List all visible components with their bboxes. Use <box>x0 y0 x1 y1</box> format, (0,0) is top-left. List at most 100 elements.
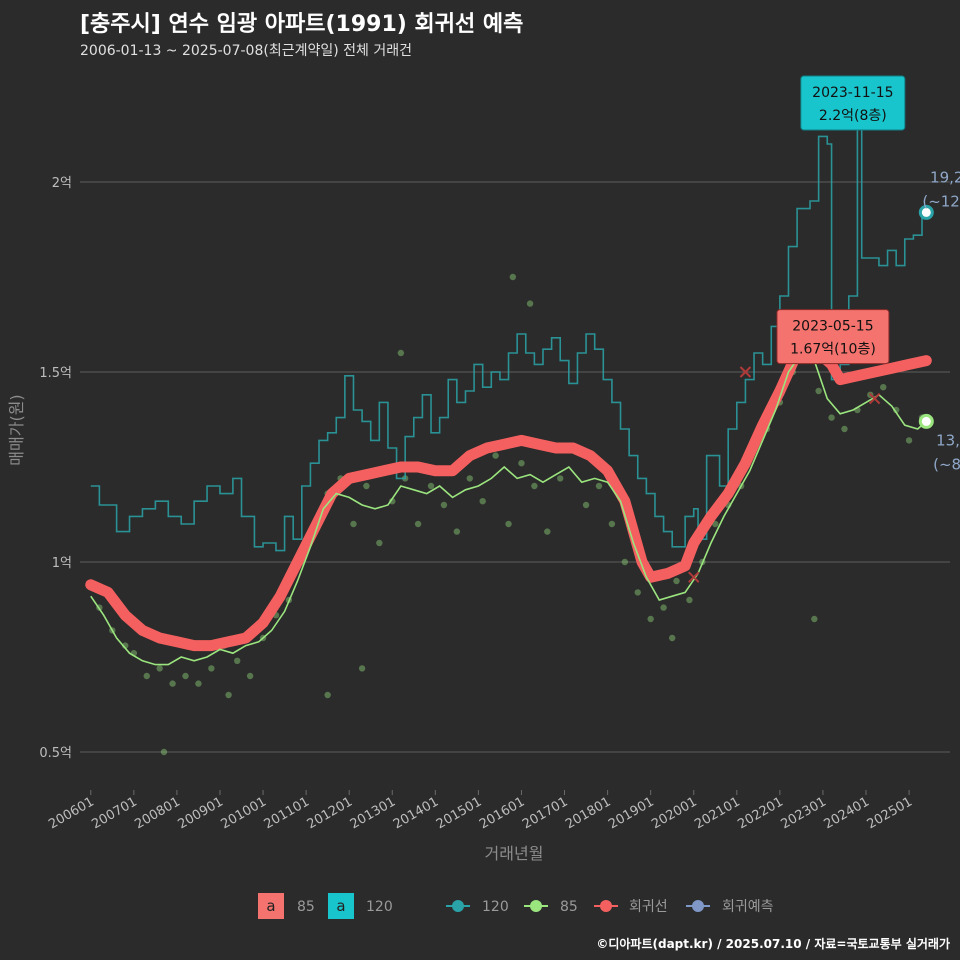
callout-85-box <box>776 309 890 365</box>
scatter-point-45 <box>673 577 680 585</box>
y-tick-labels: 0.5억 1억 1.5억 2억 <box>39 176 72 761</box>
x-tick-label-0: 200601 <box>46 794 96 832</box>
scatter-point-67 <box>324 691 331 699</box>
legend-swatch-85 <box>530 900 542 912</box>
scatter-point-25 <box>414 520 422 528</box>
legend-box-85-letter: a <box>266 897 275 915</box>
scatter-point-12 <box>246 672 254 680</box>
scatter-point-28 <box>453 528 461 535</box>
scatter-point-6 <box>169 680 176 687</box>
legend-box-85-label: 85 <box>297 899 315 915</box>
legend-item-120: 120 <box>446 899 509 915</box>
chart-subtitle: 2006-01-13 ~ 2025-07-08(최근계약일) 전체 거래건 <box>80 43 412 59</box>
scatter-point-66 <box>225 691 232 699</box>
regression-marker-1 <box>739 366 752 378</box>
scatter-point-73 <box>811 615 818 623</box>
y-tick-label-1: 1억 <box>52 556 72 571</box>
scatter-point-4 <box>143 672 150 680</box>
end-dot-120 <box>918 204 934 220</box>
end-area-85: (~85㎡) <box>933 455 960 473</box>
scatter-point-9 <box>208 665 215 672</box>
annotations: 2023-11-15 2.2억(8층) 2023-05-15 1.67억(10층) 19… <box>776 75 960 473</box>
x-tick-label-2: 200801 <box>132 794 182 832</box>
x-tick-label-18: 202401 <box>822 794 872 832</box>
scatter-point-31 <box>492 452 499 459</box>
scatter-point-32 <box>505 520 512 528</box>
scatter-point-11 <box>234 657 241 664</box>
legend-box-120 <box>328 893 354 919</box>
scatter-point-65 <box>160 748 168 756</box>
scatter-point-30 <box>479 498 486 505</box>
callout-85: 2023-05-15 1.67억(10층) <box>776 309 890 365</box>
callout-120-box <box>800 75 906 131</box>
x-tick-label-8: 201401 <box>391 794 441 832</box>
scatter-point-72 <box>669 634 676 642</box>
end-value-85: 13,660 <box>936 431 960 449</box>
x-tick-label-9: 201501 <box>434 794 484 832</box>
scatter-point-34 <box>531 482 538 490</box>
legend: a 85 a 120 120 85 회귀선 회귀예측 <box>258 893 774 919</box>
regression-marker-stroke-b <box>688 571 700 583</box>
x-tick-labels: 2006012007012008012009012010012011012012… <box>46 790 915 832</box>
scatter-point-40 <box>608 520 616 528</box>
x-tick-label-4: 201001 <box>219 794 269 832</box>
scatter-point-21 <box>363 482 370 490</box>
legend-item-regression: 회귀선 <box>594 899 668 915</box>
x-tick-label-10: 201601 <box>477 794 527 832</box>
series-line-120 <box>90 105 923 552</box>
end-area-120: (~120㎡) <box>922 192 960 210</box>
scatter-point-29 <box>466 475 473 482</box>
regression-marker-stroke-b <box>868 392 881 405</box>
regression-marker-stroke-b <box>739 366 752 378</box>
scatter-point-35 <box>544 528 551 535</box>
scatter-point-5 <box>156 665 163 672</box>
legend-label-regression: 회귀선 <box>629 899 668 915</box>
callout-120: 2023-11-15 2.2억(8층) <box>800 75 906 131</box>
y-axis-title: 매매가(원) <box>7 394 26 465</box>
scatter-point-63 <box>905 437 913 444</box>
series-line-85 <box>90 351 927 666</box>
x-tick-label-19: 202501 <box>865 794 915 832</box>
scatter-point-42 <box>634 589 641 596</box>
scatter-point-58 <box>841 425 848 433</box>
scatter-point-57 <box>828 414 835 421</box>
x-tick-label-15: 202101 <box>692 794 742 832</box>
grid-layer <box>80 181 950 753</box>
chart-title: [충주시] 연수 임광 아파트(1991) 회귀선 예측 <box>80 12 524 37</box>
x-tick-label-16: 202201 <box>735 794 785 832</box>
legend-item-85: 85 <box>524 899 578 915</box>
callout-120-date: 2023-11-15 <box>812 85 893 101</box>
legend-label-120: 120 <box>482 899 509 915</box>
scatter-point-46 <box>686 596 693 604</box>
legend-swatch-forecast <box>692 900 704 912</box>
scatter-point-36 <box>557 475 564 482</box>
x-tick-label-5: 201101 <box>262 794 312 832</box>
scatter-point-43 <box>647 615 654 623</box>
scatter-point-69 <box>509 273 517 281</box>
scatter-point-48 <box>712 520 719 528</box>
regression-marker-3 <box>868 392 881 405</box>
scatter-point-22 <box>376 539 383 547</box>
x-tick-label-14: 202001 <box>649 794 699 832</box>
end-label-120: 19,233 (~120㎡) <box>918 168 960 220</box>
scatter-point-70 <box>526 300 534 307</box>
legend-swatch-regression <box>600 900 612 912</box>
series-lines <box>85 105 932 666</box>
x-axis-title: 거래년월 <box>485 844 544 863</box>
scatter-point-39 <box>595 482 603 490</box>
scatter-point-71 <box>397 349 405 357</box>
y-tick-label-3: 2억 <box>52 176 72 191</box>
y-tick-label-2: 1.5억 <box>39 366 72 381</box>
legend-box-120-letter: a <box>336 897 345 915</box>
scatter-point-27 <box>440 501 448 509</box>
x-tick-label-11: 201701 <box>520 794 570 832</box>
scatter-point-20 <box>350 520 357 528</box>
scatter-point-61 <box>880 384 887 391</box>
series-line-regression <box>85 339 932 652</box>
legend-item-forecast: 회귀예측 <box>686 899 774 915</box>
legend-box-85 <box>258 893 284 919</box>
end-label-85: 13,660 (~85㎡) <box>918 413 960 473</box>
credit-text: ©디아파트(dapt.kr) / 2025.07.10 / 자료=국토교통부 실… <box>596 937 950 951</box>
callout-120-price: 2.2억(8층) <box>819 108 887 124</box>
